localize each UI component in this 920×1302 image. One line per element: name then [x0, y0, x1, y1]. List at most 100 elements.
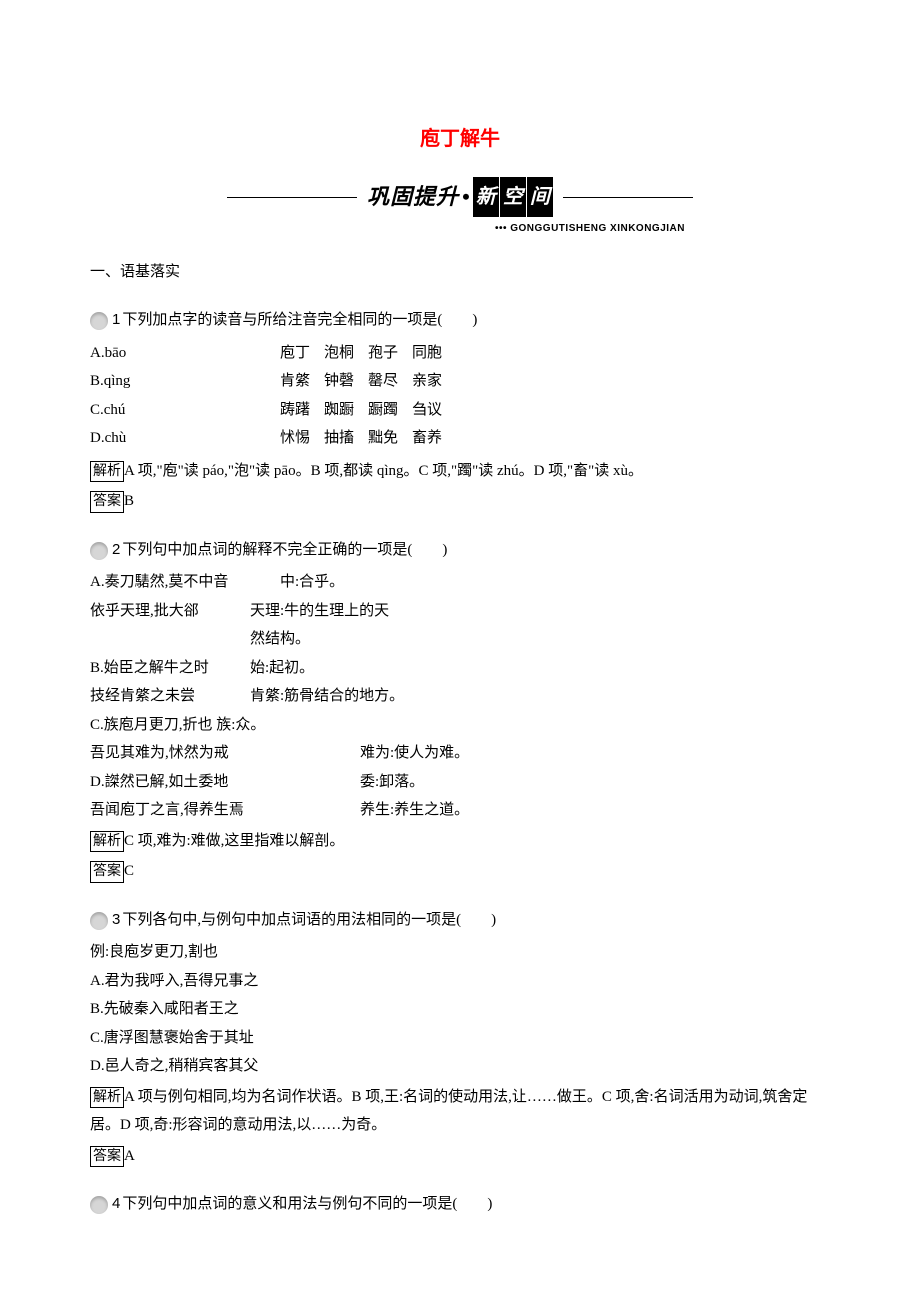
q1-label-d: D.chù	[90, 424, 280, 453]
q2-left-full: C.族庖月更刀,折也 族:众。	[90, 711, 265, 740]
banner-box-2: 间	[527, 177, 553, 217]
q1-word: 黜免	[368, 424, 398, 453]
q3-example: 例:良庖岁更刀,割也	[90, 938, 830, 967]
q1-row-b: B.qìng 肯綮 钟磬 罄尽 亲家	[90, 367, 830, 396]
q2-stem: 下列句中加点词的解释不完全正确的一项是( )	[122, 536, 447, 565]
q2-header: 2 下列句中加点词的解释不完全正确的一项是( )	[90, 536, 830, 565]
q1-stem: 下列加点字的读音与所给注音完全相同的一项是( )	[122, 306, 477, 335]
q2-right: 始:起初。	[250, 654, 830, 683]
bullet-icon	[90, 312, 108, 330]
q1-word: 肯綮	[280, 367, 310, 396]
q1-row-c: C.chú 踌躇 踟蹰 蹰躅 刍议	[90, 396, 830, 425]
q4-number: 4	[112, 1190, 120, 1219]
q1-word: 刍议	[412, 396, 442, 425]
banner-dot: •	[462, 176, 470, 218]
q2-left: D.謋然已解,如土委地	[90, 768, 360, 797]
bullet-icon	[90, 542, 108, 560]
q1-row-d: D.chù 怵惕 抽搐 黜免 畜养	[90, 424, 830, 453]
q2-right: 委:卸落。	[360, 768, 830, 797]
q3-answer-text: A	[124, 1148, 135, 1164]
q2-item-3: B.始臣之解牛之时 始:起初。	[90, 654, 830, 683]
q2-item-7: D.謋然已解,如土委地 委:卸落。	[90, 768, 830, 797]
q2-left: 依乎天理,批大郤	[90, 597, 250, 626]
q1-word: 抽搐	[324, 424, 354, 453]
q3-option-d: D.邑人奇之,稍稍宾客其父	[90, 1052, 830, 1081]
q2-number: 2	[112, 536, 120, 565]
q1-label-c: C.chú	[90, 396, 280, 425]
q1-word: 孢子	[368, 339, 398, 368]
q2-analysis-text: C 项,难为:难做,这里指难以解剖。	[124, 833, 344, 849]
q2-right: 天理:牛的生理上的天	[250, 597, 830, 626]
q1-analysis: 解析A 项,"庖"读 páo,"泡"读 pāo。B 项,都读 qìng。C 项,…	[90, 457, 830, 486]
q2-item-6: 吾见其难为,怵然为戒 难为:使人为难。	[90, 739, 830, 768]
q1-words-d: 怵惕 抽搐 黜免 畜养	[280, 424, 442, 453]
q1-number: 1	[112, 306, 120, 335]
banner-boxes: 新 空 间	[473, 177, 553, 217]
bullet-icon	[90, 912, 108, 930]
analysis-label: 解析	[90, 1087, 124, 1109]
q3-analysis-text: A 项与例句相同,均为名词作状语。B 项,王:名词的使动用法,让……做王。C 项…	[90, 1089, 807, 1134]
bullet-icon	[90, 1196, 108, 1214]
answer-label: 答案	[90, 861, 124, 883]
question-2: 2 下列句中加点词的解释不完全正确的一项是( ) A.奏刀騞然,莫不中音 中:合…	[90, 536, 830, 886]
q1-label-b: B.qìng	[90, 367, 280, 396]
q2-item-5: C.族庖月更刀,折也 族:众。	[90, 711, 830, 740]
q2-right: 然结构。	[250, 625, 830, 654]
q1-word: 同胞	[412, 339, 442, 368]
q1-words-c: 踌躇 踟蹰 蹰躅 刍议	[280, 396, 442, 425]
question-4: 4 下列句中加点词的意义和用法与例句不同的一项是( )	[90, 1190, 830, 1219]
q1-words-a: 庖丁 泡桐 孢子 同胞	[280, 339, 442, 368]
q3-analysis: 解析A 项与例句相同,均为名词作状语。B 项,王:名词的使动用法,让……做王。C…	[90, 1083, 830, 1140]
q3-options: A.君为我呼入,吾得兄事之 B.先破秦入咸阳者王之 C.唐浮图慧褒始舍于其址 D…	[90, 967, 830, 1081]
q1-word: 踌躇	[280, 396, 310, 425]
q1-answer-text: B	[124, 493, 134, 509]
q1-word: 钟磬	[324, 367, 354, 396]
q2-left: 吾闻庖丁之言,得养生焉	[90, 796, 360, 825]
section-header: 一、语基落实	[90, 258, 830, 287]
q2-left: B.始臣之解牛之时	[90, 654, 250, 683]
q2-left: 技经肯綮之未尝	[90, 682, 250, 711]
q1-header: 1 下列加点字的读音与所给注音完全相同的一项是( )	[90, 306, 830, 335]
q1-label-a: A.bāo	[90, 339, 280, 368]
q1-word: 罄尽	[368, 367, 398, 396]
q3-option-a: A.君为我呼入,吾得兄事之	[90, 967, 830, 996]
q2-analysis: 解析C 项,难为:难做,这里指难以解剖。	[90, 827, 830, 856]
q2-right: 养生:养生之道。	[360, 796, 830, 825]
banner: 巩固提升 • 新 空 间 ••• GONGGUTISHENG XINKONGJI…	[90, 176, 830, 238]
q1-analysis-text: A 项,"庖"读 páo,"泡"读 pāo。B 项,都读 qìng。C 项,"躅…	[124, 463, 643, 479]
q1-word: 泡桐	[324, 339, 354, 368]
q2-item-1: 依乎天理,批大郤 天理:牛的生理上的天	[90, 597, 830, 626]
question-3: 3 下列各句中,与例句中加点词语的用法相同的一项是( ) 例:良庖岁更刀,割也 …	[90, 906, 830, 1171]
q2-left: A.奏刀騞然,莫不中音	[90, 568, 280, 597]
q1-options: A.bāo 庖丁 泡桐 孢子 同胞 B.qìng 肯綮 钟磬 罄尽 亲家 C.c…	[90, 339, 830, 453]
banner-text: 巩固提升	[367, 176, 459, 218]
q1-word: 畜养	[412, 424, 442, 453]
banner-sub-pinyin: GONGGUTISHENG XINKONGJIAN	[510, 223, 685, 234]
q2-item-8: 吾闻庖丁之言,得养生焉 养生:养生之道。	[90, 796, 830, 825]
banner-sub-dots: •••	[495, 223, 507, 234]
q1-row-a: A.bāo 庖丁 泡桐 孢子 同胞	[90, 339, 830, 368]
q1-word: 踟蹰	[324, 396, 354, 425]
q3-stem: 下列各句中,与例句中加点词语的用法相同的一项是( )	[122, 906, 496, 935]
q1-word: 亲家	[412, 367, 442, 396]
q4-stem: 下列句中加点词的意义和用法与例句不同的一项是( )	[122, 1190, 492, 1219]
q1-word: 蹰躅	[368, 396, 398, 425]
q2-left: 吾见其难为,怵然为戒	[90, 739, 360, 768]
q2-right: 难为:使人为难。	[360, 739, 830, 768]
q3-option-b: B.先破秦入咸阳者王之	[90, 995, 830, 1024]
banner-main: 巩固提升 • 新 空 间	[367, 176, 553, 218]
q2-answer-text: C	[124, 863, 134, 879]
q2-answer: 答案C	[90, 857, 830, 886]
analysis-label: 解析	[90, 831, 124, 853]
question-1: 1 下列加点字的读音与所给注音完全相同的一项是( ) A.bāo 庖丁 泡桐 孢…	[90, 306, 830, 516]
q1-word: 怵惕	[280, 424, 310, 453]
analysis-label: 解析	[90, 461, 124, 483]
q3-answer: 答案A	[90, 1142, 830, 1171]
banner-subtext: ••• GONGGUTISHENG XINKONGJIAN	[90, 219, 830, 238]
q2-right: 肯綮:筋骨结合的地方。	[250, 682, 830, 711]
q1-word: 庖丁	[280, 339, 310, 368]
q3-number: 3	[112, 906, 120, 935]
q3-header: 3 下列各句中,与例句中加点词语的用法相同的一项是( )	[90, 906, 830, 935]
q2-item-4: 技经肯綮之未尝 肯綮:筋骨结合的地方。	[90, 682, 830, 711]
q2-item-2: 然结构。	[90, 625, 830, 654]
